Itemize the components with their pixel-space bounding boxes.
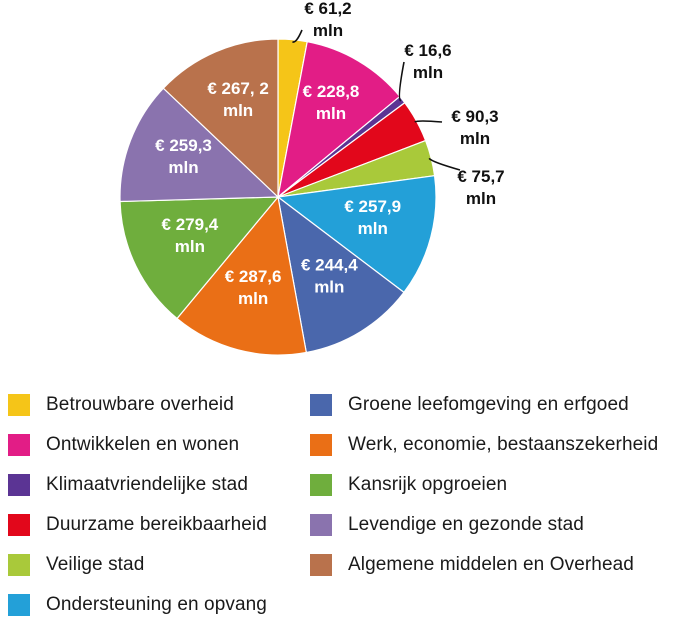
legend-label: Groene leefomgeving en erfgoed [348, 394, 629, 415]
legend-item-duurzame-bereikbaarheid: Duurzame bereikbaarheid [8, 512, 267, 538]
data-label-value: € 61,2 [304, 0, 351, 18]
legend-swatch [8, 554, 30, 576]
legend: Betrouwbare overheid Ontwikkelen en wone… [0, 380, 700, 620]
legend-label: Kansrijk opgroeien [348, 474, 508, 495]
data-label-unit: mln [168, 158, 198, 177]
data-label-unit: mln [460, 129, 490, 148]
pie-slice [277, 195, 405, 354]
data-label-unit: mln [316, 104, 346, 123]
leader-line [428, 157, 461, 171]
legend-swatch [8, 394, 30, 416]
pie-slice [119, 87, 280, 203]
legend-swatch [310, 474, 332, 496]
data-label-unit: mln [413, 63, 443, 82]
legend-item-betrouwbare-overheid: Betrouwbare overheid [8, 392, 234, 418]
legend-item-ontwikkelen-en-wonen: Ontwikkelen en wonen [8, 432, 239, 458]
leader-lines [292, 29, 461, 171]
leader-line [414, 120, 443, 123]
legend-item-groene-leefomgeving: Groene leefomgeving en erfgoed [310, 392, 629, 418]
data-label-value: € 244,4 [301, 255, 358, 274]
legend-swatch [310, 514, 332, 536]
legend-label: Klimaatvriendelijke stad [46, 474, 248, 495]
pie-slice [119, 196, 280, 320]
legend-item-werk-economie: Werk, economie, bestaanszekerheid [310, 432, 658, 458]
legend-swatch [8, 434, 30, 456]
legend-swatch [310, 434, 332, 456]
data-label-value: € 257,9 [344, 197, 401, 216]
legend-label: Duurzame bereikbaarheid [46, 514, 267, 535]
data-label-value: € 267, 2 [207, 79, 268, 98]
legend-item-ondersteuning-en-opvang: Ondersteuning en opvang [8, 592, 267, 618]
data-label-unit: mln [314, 277, 344, 296]
legend-item-levendige-stad: Levendige en gezonde stad [310, 512, 584, 538]
legend-item-klimaatvriendelijke-stad: Klimaatvriendelijke stad [8, 472, 248, 498]
legend-label: Veilige stad [46, 554, 145, 575]
legend-label: Algemene middelen en Overhead [348, 554, 634, 575]
legend-item-kansrijk-opgroeien: Kansrijk opgroeien [310, 472, 507, 498]
pie-chart: € 61,2 mln € 228,8 mln € 16,6 mln € 90,3 mln € 7… [119, 0, 505, 356]
pie-slice [162, 38, 279, 199]
data-label-value: € 90,3 [451, 107, 498, 126]
data-label-unit: mln [223, 101, 253, 120]
legend-label: Werk, economie, bestaanszekerheid [348, 434, 659, 455]
legend-swatch [8, 514, 30, 536]
data-label-unit: mln [466, 189, 496, 208]
legend-label: Betrouwbare overheid [46, 394, 234, 415]
data-label-unit: mln [313, 21, 343, 40]
pie-slice [276, 175, 437, 294]
leader-line [292, 29, 303, 43]
legend-label: Ondersteuning en opvang [46, 594, 267, 615]
data-label-unit: mln [175, 237, 205, 256]
legend-swatch [310, 394, 332, 416]
pie-slice [277, 41, 401, 199]
data-label-value: € 228,8 [303, 82, 360, 101]
data-label-value: € 279,4 [162, 215, 219, 234]
leader-line [398, 61, 405, 102]
data-label-value: € 287,6 [225, 267, 282, 286]
legend-swatch [8, 474, 30, 496]
legend-label: Levendige en gezonde stad [348, 514, 584, 535]
data-label-unit: mln [358, 219, 388, 238]
legend-item-algemene-middelen: Algemene middelen en Overhead [310, 552, 634, 578]
legend-item-veilige-stad: Veilige stad [8, 552, 144, 578]
data-label-unit: mln [238, 289, 268, 308]
pie-slice [176, 195, 308, 356]
data-label-value: € 16,6 [404, 41, 451, 60]
data-label-value: € 259,3 [155, 136, 212, 155]
legend-label: Ontwikkelen en wonen [46, 434, 240, 455]
data-label-value: € 75,7 [457, 167, 504, 186]
data-labels: € 61,2 mln € 228,8 mln € 16,6 mln € 90,3 mln € 7… [155, 0, 504, 308]
legend-swatch [310, 554, 332, 576]
pie-slices [119, 38, 437, 356]
legend-swatch [8, 594, 30, 616]
